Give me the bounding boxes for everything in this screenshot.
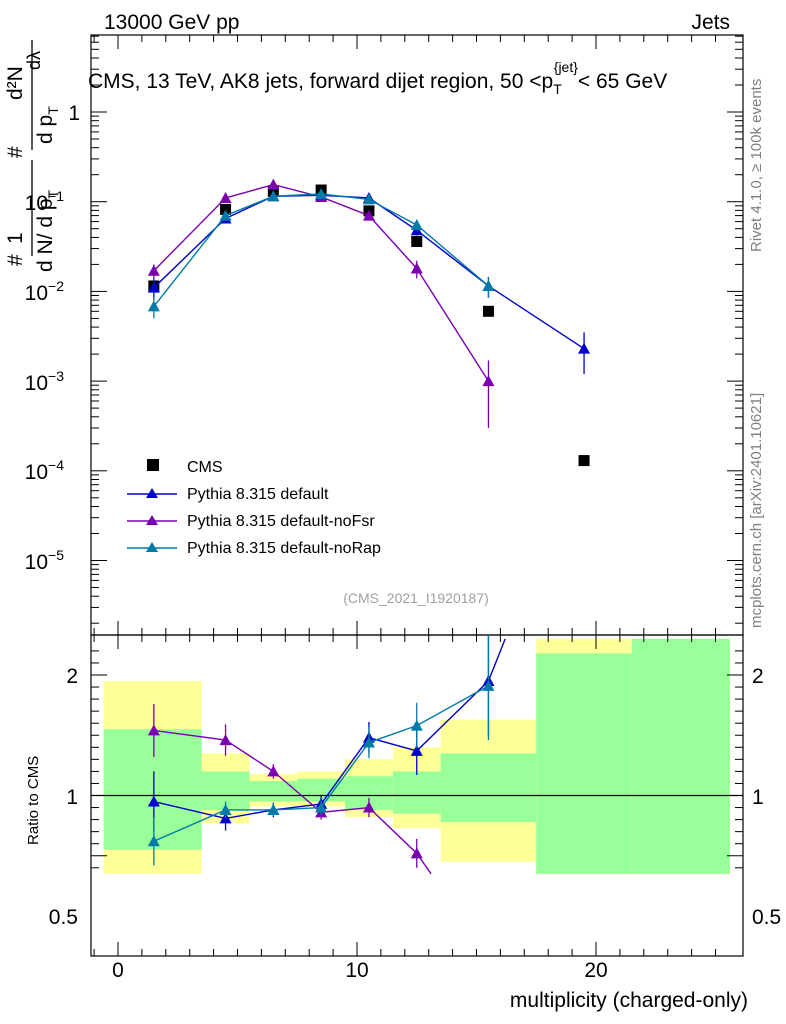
pythia-8-315-default-norap-marker-0 bbox=[147, 300, 160, 312]
legend-nofsr-label: Pythia 8.315 default-noFsr bbox=[187, 513, 375, 530]
x-axis-label: multiplicity (charged-only) bbox=[510, 989, 748, 1012]
main-y-tick-labels: 1 10−1 10−2 10−3 10−4 10−5 bbox=[25, 102, 80, 574]
header-left: 13000 GeV pp bbox=[104, 11, 239, 34]
ytick-label-1e-3: 10−3 bbox=[25, 368, 65, 395]
pythia-8-315-default-nofsr-marker-4 bbox=[362, 209, 375, 221]
ytick-label-1e-2: 10−2 bbox=[25, 278, 65, 305]
pythia-8-315-default-nofsr-marker-5 bbox=[410, 262, 423, 274]
pythia-8-315-default-norap-line bbox=[153, 193, 489, 307]
pythia-8-315-default-norap-marker-4 bbox=[362, 193, 375, 205]
ratio-ytick-0.5: 0.5 bbox=[49, 906, 78, 929]
xtick-label-10: 10 bbox=[345, 959, 368, 982]
pythia-8-315-default-norap-marker-1 bbox=[219, 209, 232, 221]
ylabel-hash1: # bbox=[4, 254, 27, 266]
ratio-data bbox=[147, 635, 506, 875]
pythia-8-315-default-norap-marker-5 bbox=[410, 218, 423, 230]
pythia-8-315-default-marker-0 bbox=[147, 281, 160, 293]
ytick-label-1e-4: 10−4 bbox=[25, 457, 65, 484]
analysis-watermark: (CMS_2021_I1920187) bbox=[343, 590, 489, 606]
ratio-pythia-8-315-default-norap-marker-1 bbox=[219, 803, 232, 815]
ratio-pythia-8-315-default-nofsr-marker-2 bbox=[267, 765, 280, 777]
pythia-8-315-default-nofsr-marker-6 bbox=[482, 375, 495, 387]
legend-cms-label: CMS bbox=[187, 459, 223, 476]
ytick-label-1: 1 bbox=[68, 102, 80, 125]
ylabel-frac2-den: d pT bbox=[34, 106, 61, 144]
ratio-pythia-8-315-default-marker-0 bbox=[147, 795, 160, 807]
ytick-label-1e-1: 10−1 bbox=[25, 188, 65, 215]
cms-point-1 bbox=[220, 203, 232, 215]
pythia-8-315-default-norap-marker-3 bbox=[315, 187, 328, 199]
ratio-ytick-2-right: 2 bbox=[752, 665, 764, 688]
legend-default-label: Pythia 8.315 default bbox=[187, 486, 329, 503]
band-green-6 bbox=[440, 753, 537, 823]
ratio-pythia-8-315-default-marker-5 bbox=[410, 744, 423, 756]
main-data bbox=[147, 178, 591, 467]
pythia-8-315-default-nofsr-marker-1 bbox=[219, 191, 232, 203]
ratio-ytick-2: 2 bbox=[66, 665, 78, 688]
legend: CMS Pythia 8.315 default Pythia 8.315 de… bbox=[127, 459, 381, 557]
ratio-pythia-8-315-default-norap-marker-5 bbox=[410, 719, 423, 731]
pythia-8-315-default-marker-7 bbox=[578, 342, 591, 354]
pythia-8-315-default-nofsr-marker-0 bbox=[147, 264, 160, 276]
ratio-pythia-8-315-default-nofsr-marker-4 bbox=[362, 801, 375, 813]
cms-point-6 bbox=[482, 305, 494, 317]
ratio-bands bbox=[103, 638, 730, 874]
ratio-ytick-1-right: 1 bbox=[752, 786, 764, 809]
ratio-pythia-8-315-default-norap-marker-6 bbox=[482, 679, 495, 691]
legend-norap-marker bbox=[146, 542, 158, 552]
legend-default-marker bbox=[146, 488, 158, 498]
band-green-5 bbox=[392, 771, 441, 814]
xtick-label-20: 20 bbox=[584, 959, 607, 982]
cms-point-7 bbox=[578, 455, 590, 467]
x-tick-labels: 0 10 20 bbox=[112, 959, 608, 982]
ratio-pythia-8-315-default-norap-marker-3 bbox=[315, 801, 328, 813]
axis-ticks bbox=[91, 35, 743, 956]
legend-cms-marker bbox=[147, 459, 159, 471]
pythia-8-315-default-nofsr-marker-2 bbox=[267, 178, 280, 190]
cms-point-5 bbox=[411, 235, 423, 247]
ylabel-hash2: # bbox=[4, 146, 27, 158]
ytick-label-1e-5: 10−5 bbox=[25, 547, 65, 574]
band-green-2 bbox=[249, 781, 298, 802]
band-green-8 bbox=[631, 638, 730, 874]
ratio-pythia-8-315-default-nofsr-marker-1 bbox=[219, 734, 232, 746]
ratio-pythia-8-315-default-nofsr-marker-0 bbox=[147, 724, 160, 736]
band-green-7 bbox=[536, 653, 632, 874]
ylabel-frac2-num: d²N bbox=[4, 66, 27, 100]
ratio-pythia-8-315-default-norap-marker-2 bbox=[267, 803, 280, 815]
ratio-ytick-0.5-right: 0.5 bbox=[752, 906, 781, 929]
ratio-y-tick-labels: 2 1 0.5 2 1 0.5 bbox=[49, 665, 781, 929]
header-right: Jets bbox=[691, 11, 730, 34]
ratio-series-group bbox=[147, 635, 506, 875]
ylabel-num: 1 bbox=[4, 232, 27, 244]
pythia-8-315-default-norap-marker-6 bbox=[482, 279, 495, 291]
pythia-8-315-default-norap-marker-2 bbox=[267, 190, 280, 202]
ratio-ytick-1: 1 bbox=[66, 786, 78, 809]
pythia-8-315-default-nofsr-line bbox=[153, 183, 490, 382]
ratio-pythia-8-315-default-norap-marker-0 bbox=[147, 835, 160, 847]
ylabel-den: d N/ d pT bbox=[34, 189, 61, 272]
ylabel-dlambda: dλ bbox=[24, 51, 44, 70]
rivet-version-label: Rivet 4.1.0, ≥ 100k events bbox=[748, 79, 765, 252]
ratio-pythia-8-315-default-nofsr-marker-5 bbox=[410, 847, 423, 859]
band-green-0 bbox=[103, 729, 202, 850]
chart-title: CMS, 13 TeV, AK8 jets, forward dijet reg… bbox=[88, 59, 667, 97]
legend-nofsr-marker bbox=[146, 515, 158, 525]
legend-norap-label: Pythia 8.315 default-noRap bbox=[187, 540, 381, 557]
main-y-axis-label: # 1 d N/ d pT # d²N d pT dλ bbox=[4, 40, 61, 272]
mcplots-label: mcplots.cern.ch [arXiv:2401.10621] bbox=[748, 393, 765, 628]
ratio-pythia-8-315-default-norap-marker-4 bbox=[362, 736, 375, 748]
xtick-label-0: 0 bbox=[112, 959, 124, 982]
ratio-y-axis-label: Ratio to CMS bbox=[25, 756, 42, 845]
